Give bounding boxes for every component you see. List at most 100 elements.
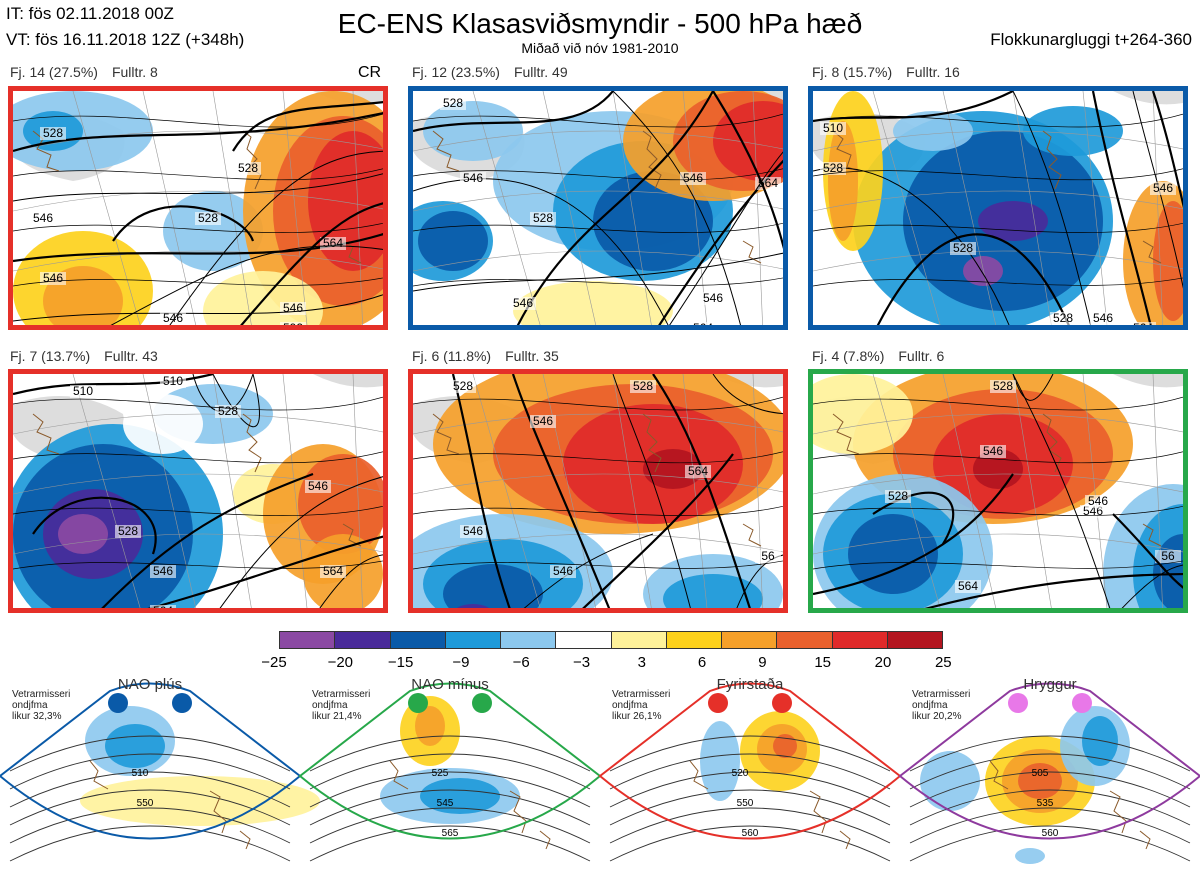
regime-contour: [609, 771, 891, 808]
regime-contour: [609, 753, 891, 790]
regime-anomaly: [1015, 848, 1045, 864]
contour-label-bg: [700, 292, 726, 305]
colorbar-tick-label: 15: [814, 654, 832, 671]
regime-marker-dot: [1008, 693, 1028, 713]
anomaly-patch: [813, 374, 913, 454]
anomaly-patch: [123, 394, 203, 454]
height-contour: [413, 91, 614, 133]
meridian-line: [682, 374, 708, 608]
height-contour: [813, 222, 1183, 233]
height-contour: [13, 222, 383, 233]
meridian-line: [1152, 374, 1163, 608]
contour-label: 546: [1093, 311, 1113, 325]
regime-contour: [909, 771, 1191, 808]
regime-contour: [609, 825, 891, 862]
regime-contour-label: 560: [1042, 828, 1059, 839]
contour-label: 546: [308, 479, 328, 493]
regime-anomaly: [105, 724, 165, 768]
coastline: [832, 413, 1162, 547]
regime-coastline: [389, 760, 551, 850]
colorbar-tick-label: −3: [572, 654, 591, 671]
height-contour: [413, 252, 783, 292]
height-contour: [1132, 91, 1183, 289]
contour-label: 528: [823, 161, 843, 175]
colorbar-swatch: [611, 632, 667, 648]
height-contour: [413, 113, 783, 128]
colorbar-swatch: [777, 632, 833, 648]
colorbar-swatch: [887, 632, 942, 648]
colorbar-tick-label: −25: [261, 654, 287, 671]
height-contour: [13, 451, 383, 464]
height-contour: [813, 473, 1014, 596]
contour-label: 546: [463, 171, 483, 185]
regime-marker-dot: [708, 693, 728, 713]
contour-label-bg: [550, 565, 576, 578]
contour-label-bg: [820, 162, 846, 175]
height-contour: [612, 91, 741, 325]
cluster-map-panel: 510 528 528 528 546 546 564: [808, 86, 1188, 330]
meridian-line: [142, 374, 197, 608]
init-time: IT: fös 02.11.2018 00Z: [6, 4, 174, 23]
height-contour: [13, 396, 383, 411]
contour-label: 546: [283, 301, 303, 315]
height-contour: [1012, 374, 1054, 401]
height-contour: [240, 202, 383, 325]
page-subtitle: Miðað við nóv 1981-2010: [521, 40, 679, 56]
height-contour: [319, 554, 383, 608]
height-contour: [13, 111, 383, 153]
parallel-line: [413, 473, 783, 495]
colorbar-tick-label: −6: [512, 654, 530, 671]
meridian-line: [1012, 91, 1052, 325]
height-contour: [451, 374, 511, 608]
contour-label: 564: [323, 236, 343, 250]
contour-label: 528: [993, 379, 1013, 393]
height-contour: [1121, 564, 1183, 608]
contour-label-bg: [530, 212, 556, 225]
regime-fan-border: [298, 682, 602, 840]
parallel-line: [813, 473, 1183, 495]
height-contour: [413, 451, 783, 464]
contour-label-bg: [150, 605, 176, 608]
height-contour: [712, 91, 783, 250]
parallel-line: [13, 130, 383, 152]
height-contour: [658, 159, 783, 325]
land-mass: [1113, 374, 1183, 388]
regime-anomaly: [700, 721, 740, 801]
colorbar-swatch: [556, 632, 612, 648]
regime-contour-label: 505: [1032, 768, 1049, 779]
meridian-line: [472, 91, 541, 325]
panel-label: Fj. 6 (11.8%) Fulltr. 35: [412, 348, 559, 364]
regime-contour-label: 560: [742, 828, 759, 839]
map-svg: 528 546 546 546 528 564 592 546 528: [13, 91, 383, 325]
height-contour: [813, 505, 1183, 516]
parallel-line: [813, 130, 1183, 152]
valid-time: VT: fös 16.11.2018 12Z (+348h): [6, 30, 245, 49]
contour-label: 546: [153, 564, 173, 578]
regime-contour: [309, 771, 591, 808]
contour-label: 546: [553, 564, 573, 578]
contour-label: 564: [593, 608, 613, 613]
regime-contour: [9, 771, 291, 808]
regime-marker-dot: [472, 693, 492, 713]
meridian-line: [282, 374, 308, 608]
contour-label-bg: [460, 172, 486, 185]
regime-contour: [9, 735, 291, 772]
panel-label: Fj. 8 (15.7%) Fulltr. 16: [812, 64, 960, 80]
coastline: [832, 130, 1162, 264]
height-contour: [1151, 91, 1183, 209]
regime-contour: [909, 753, 1191, 790]
contour-label: 564: [958, 579, 978, 593]
anomaly-patch: [893, 111, 973, 151]
height-contour: [413, 222, 783, 233]
parallel-line: [813, 250, 1183, 272]
contour-label: 56: [761, 549, 775, 563]
contour-label-bg: [990, 380, 1016, 393]
height-contour: [13, 168, 383, 181]
contour-label-bg: [40, 127, 66, 140]
contour-label-bg: [1130, 322, 1156, 325]
regime-contour-label: 550: [737, 798, 754, 809]
coastline: [32, 413, 362, 547]
contour-label: 546: [703, 291, 723, 305]
height-contour: [413, 178, 669, 325]
